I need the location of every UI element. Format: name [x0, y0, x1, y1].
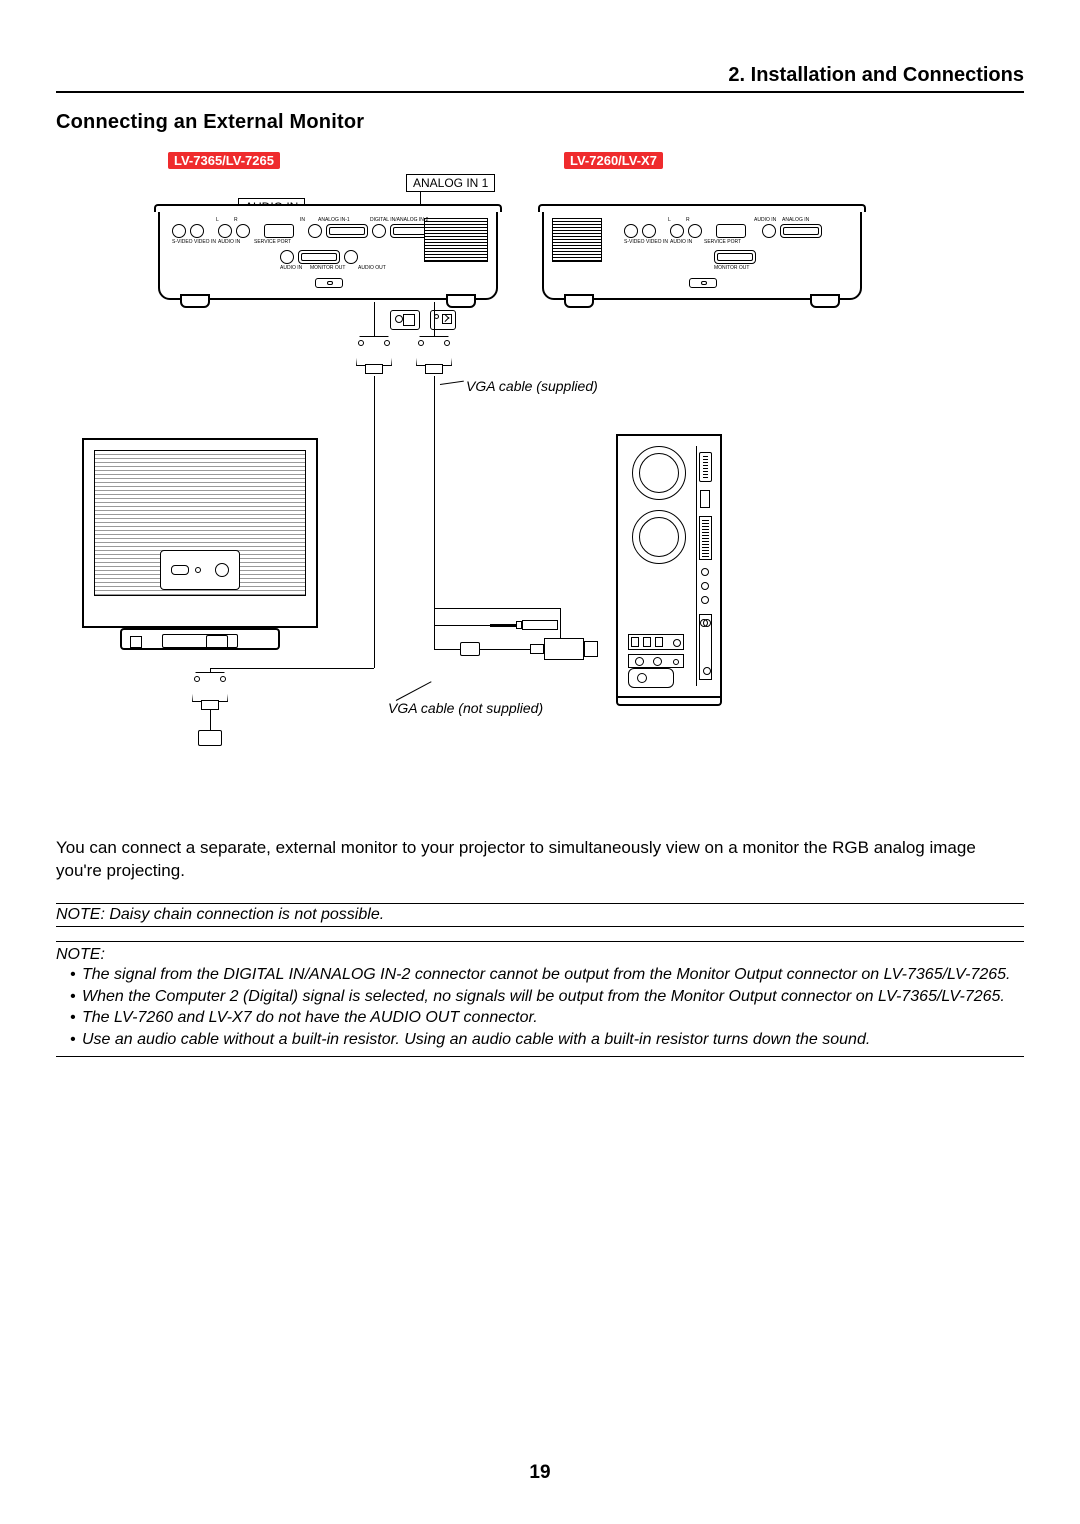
- vga-head-2: [416, 336, 452, 366]
- projector-left: S-VIDEO VIDEO IN L R AUDIO IN SERVICE PO…: [158, 208, 498, 300]
- pl-svc: SERVICE PORT: [254, 240, 291, 245]
- pr-ain: AUDIO IN: [670, 240, 692, 245]
- vga-plug-tower: [530, 638, 598, 660]
- note-item-4: Use an audio cable without a built-in re…: [70, 1030, 1024, 1051]
- pl-ain1: AUDIO IN: [218, 240, 240, 245]
- note-item-1: The signal from the DIGITAL IN/ANALOG IN…: [70, 965, 1024, 986]
- pr-svideo: S-VIDEO: [624, 240, 645, 245]
- note-details: NOTE: The signal from the DIGITAL IN/ANA…: [56, 941, 1024, 1057]
- left-lock-slot: [390, 310, 420, 330]
- pl-dig: DIGITAL IN/ANALOG IN-2: [370, 218, 428, 223]
- pr-l: L: [668, 218, 671, 223]
- page-subheading: Connecting an External Monitor: [56, 111, 1024, 134]
- pl-ain2: AUDIO IN: [280, 266, 302, 271]
- pl-r: R: [234, 218, 238, 223]
- connection-diagram: LV-7365/LV-7265 LV-7260/LV-X7 ANALOG IN …: [60, 152, 1020, 777]
- page-number: 19: [0, 1462, 1080, 1484]
- pr-ain2: AUDIO IN: [754, 218, 776, 223]
- vga-head-monitor: [192, 672, 228, 702]
- model-label-left: LV-7365/LV-7265: [168, 152, 280, 169]
- pl-l: L: [216, 218, 219, 223]
- body-paragraph: You can connect a separate, external mon…: [56, 837, 1024, 883]
- projector-right: S-VIDEO VIDEO IN L R AUDIO IN SERVICE PO…: [542, 208, 862, 300]
- pr-ana: ANALOG IN: [782, 218, 809, 223]
- pr-monout: MONITOR OUT: [714, 266, 749, 271]
- pl-svideo: S-VIDEO: [172, 240, 193, 245]
- section-header: 2. Installation and Connections: [56, 64, 1024, 93]
- tower-base: [616, 698, 722, 706]
- note-item-2: When the Computer 2 (Digital) signal is …: [70, 987, 1024, 1008]
- note-header: NOTE:: [56, 946, 1024, 964]
- pl-video: VIDEO IN: [194, 240, 216, 245]
- label-vga-not-supplied: VGA cable (not supplied): [388, 700, 543, 716]
- pl-monout: MONITOR OUT: [310, 266, 345, 271]
- pl-ana1: ANALOG IN-1: [318, 218, 350, 223]
- pl-aout: AUDIO OUT: [358, 266, 386, 271]
- pc-tower: [616, 434, 722, 698]
- label-vga-supplied: VGA cable (supplied): [466, 378, 598, 394]
- note-item-3: The LV-7260 and LV-X7 do not have the AU…: [70, 1008, 1024, 1029]
- pr-video: VIDEO IN: [646, 240, 668, 245]
- note-daisy-chain: NOTE: Daisy chain connection is not poss…: [56, 903, 1024, 927]
- pr-svc: SERVICE PORT: [704, 240, 741, 245]
- pl-in: IN: [300, 218, 305, 223]
- ferrite-1: [198, 730, 222, 746]
- callout-analog-in: ANALOG IN 1: [406, 174, 495, 192]
- audio-plug: [490, 620, 558, 630]
- ferrite-2: [460, 642, 480, 656]
- vga-head-1: [356, 336, 392, 366]
- model-label-right: LV-7260/LV-X7: [564, 152, 663, 169]
- pr-r: R: [686, 218, 690, 223]
- external-monitor: [82, 438, 318, 628]
